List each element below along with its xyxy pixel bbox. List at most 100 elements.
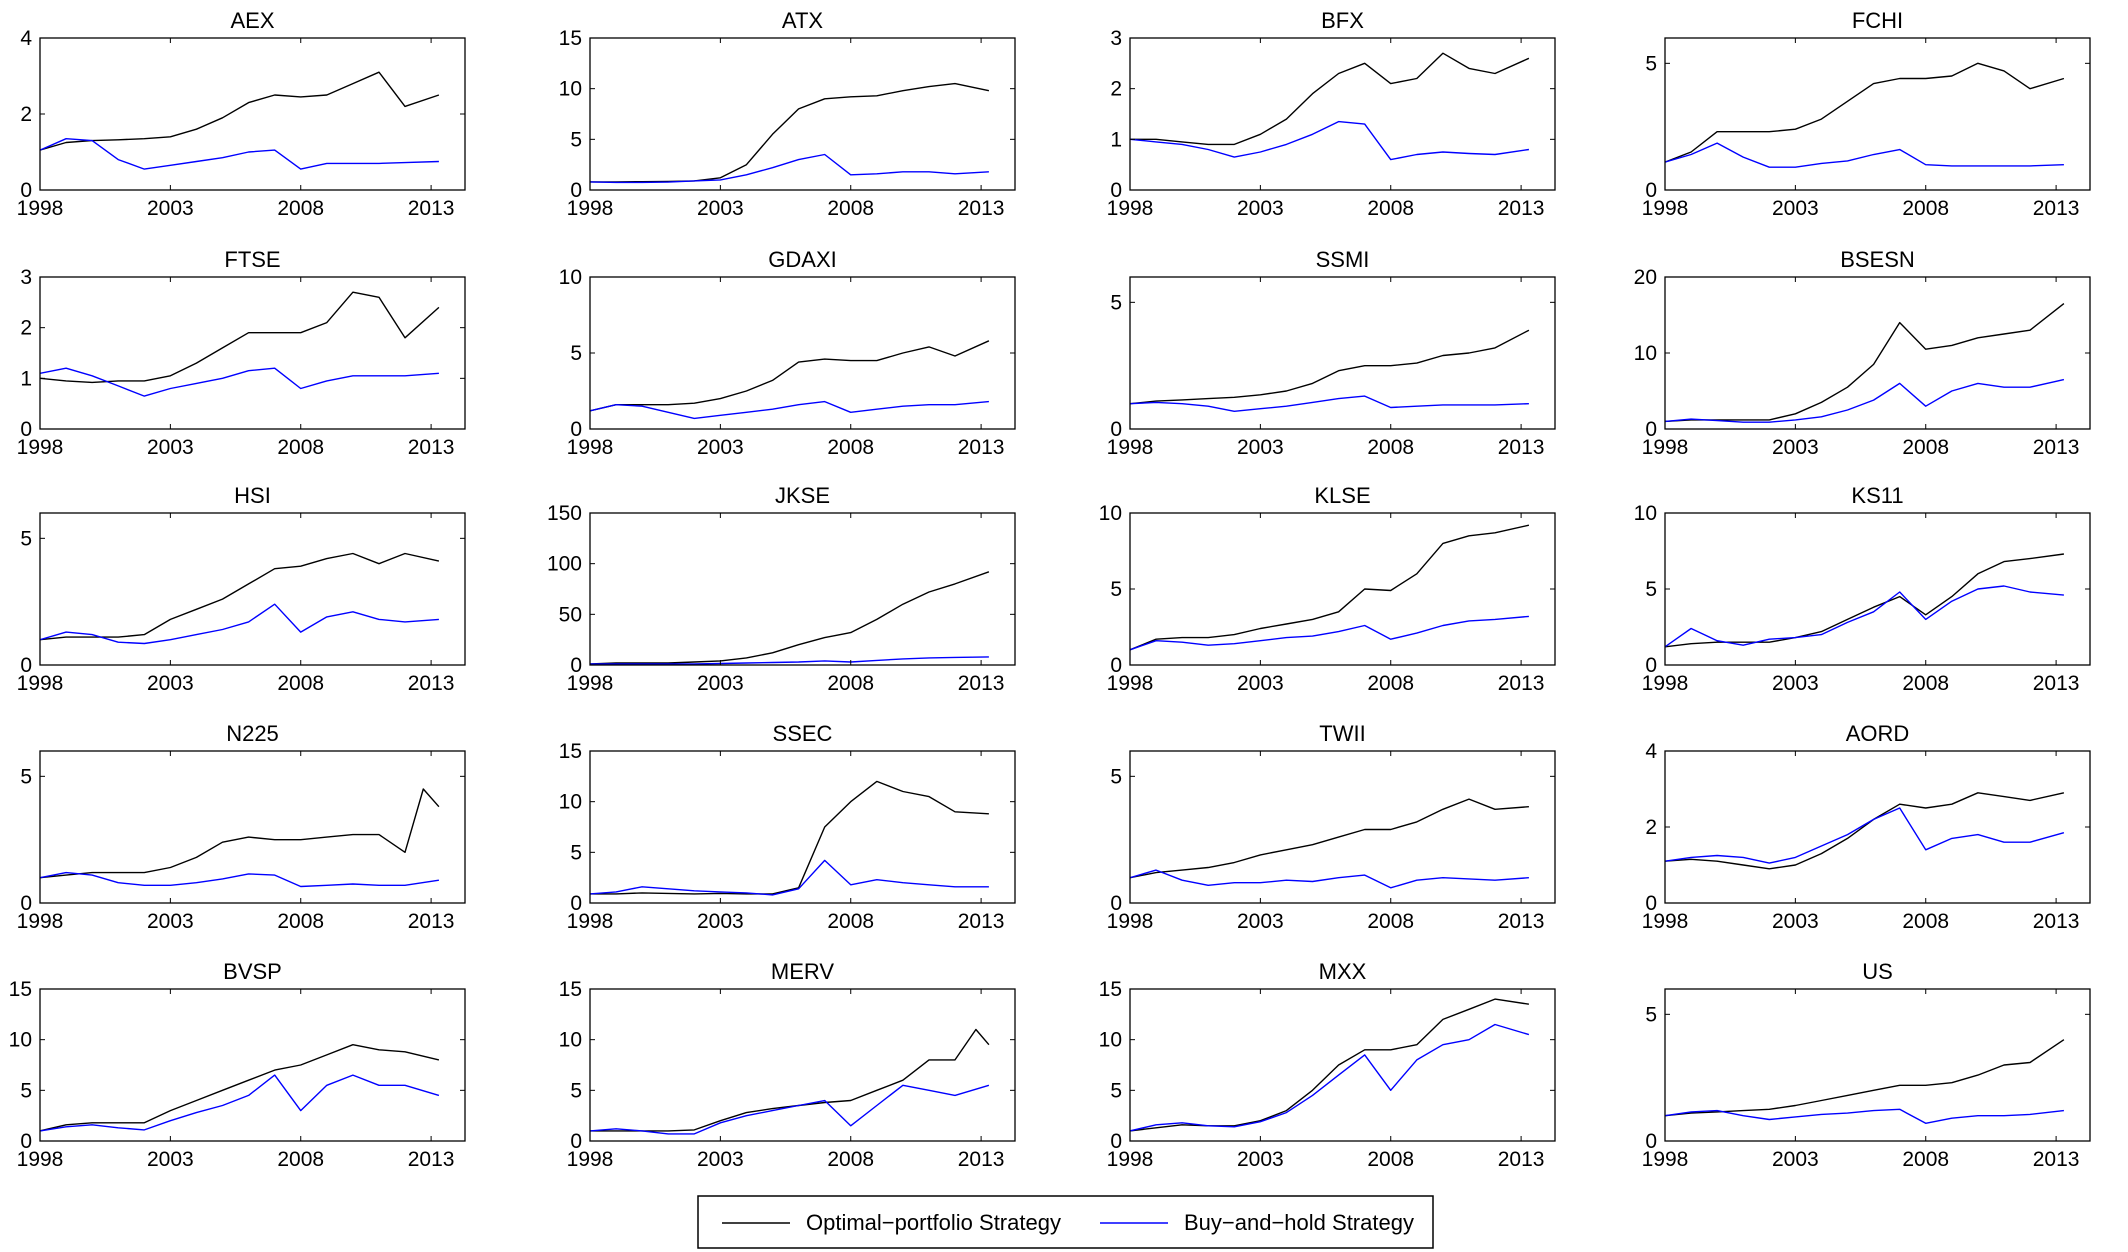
x-tick-label-twii: 1998 (1107, 910, 1154, 933)
y-tick-label-klse: 0 (1110, 654, 1122, 677)
x-tick-label-ks11: 2008 (1902, 672, 1949, 695)
y-tick-label-ks11: 0 (1645, 654, 1657, 677)
x-tick-label-aex: 2003 (147, 197, 194, 220)
y-tick-label-gdaxi: 0 (570, 418, 582, 441)
panel-bfx: BFX 1998 2003 2008 2013 0 1 2 3 (1107, 8, 1556, 220)
y-tick-label-bsesn: 10 (1634, 342, 1657, 365)
x-tick-label-gdaxi: 2008 (827, 436, 874, 459)
series-line-bsesn-optimal (1665, 303, 2065, 423)
x-tick-label-bvsp: 2008 (277, 1148, 324, 1171)
x-tick-label-twii: 2003 (1237, 910, 1284, 933)
series-line-bvsp-buyhold (40, 1074, 440, 1132)
y-tick-label-mxx: 5 (1110, 1079, 1122, 1102)
axes-frame-bvsp (39, 988, 466, 1142)
x-tick-label-bfx: 2003 (1237, 197, 1284, 220)
x-tick-label-bvsp: 2013 (408, 1148, 455, 1171)
series-line-ftse-buyhold (40, 367, 439, 397)
x-tick-label-fchi: 2003 (1772, 197, 1819, 220)
y-tick-label-ftse: 2 (20, 317, 32, 340)
y-tick-label-bvsp: 0 (20, 1130, 32, 1153)
x-tick-label-merv: 2003 (697, 1148, 744, 1171)
y-tick-label-ssec: 15 (559, 740, 582, 763)
x-tick-label-fchi: 2013 (2033, 197, 2080, 220)
series-line-gdaxi-optimal (590, 340, 990, 412)
panel-title-merv: MERV (771, 959, 834, 984)
series-line-mxx-optimal (1130, 998, 1530, 1132)
axes-frame-aord (1664, 750, 2091, 904)
y-tick-label-merv: 5 (570, 1079, 582, 1102)
series-line-n225-optimal (40, 788, 440, 879)
x-tick-label-n225: 2008 (277, 910, 324, 933)
panel-merv: MERV 1998 2003 2008 2013 0 5 10 15 (559, 959, 1016, 1171)
legend-box (697, 1195, 1434, 1249)
series-line-ftse-optimal (40, 291, 440, 384)
y-tick-label-hsi: 0 (20, 654, 32, 677)
x-tick-label-hsi: 2013 (408, 672, 455, 695)
x-tick-label-ssec: 2003 (697, 910, 744, 933)
series-line-bsesn-buyhold (1665, 378, 2065, 423)
x-tick-label-mxx: 1998 (1107, 1148, 1154, 1171)
axes-frame-n225 (39, 750, 466, 904)
panel-title-bsesn: BSESN (1840, 247, 1915, 272)
y-tick-label-mxx: 10 (1099, 1029, 1122, 1052)
y-tick-label-ssec: 10 (559, 791, 582, 814)
series-line-atx-optimal (590, 82, 990, 183)
series-line-gdaxi-buyhold (590, 400, 989, 420)
y-tick-label-mxx: 0 (1110, 1130, 1122, 1153)
axes-frame-bfx (1129, 37, 1556, 191)
series-line-bvsp-optimal (40, 1043, 440, 1132)
panel-us: US 1998 2003 2008 2013 0 5 (1642, 959, 2091, 1171)
series-line-merv-buyhold (590, 1084, 990, 1135)
y-tick-label-n225: 0 (20, 892, 32, 915)
x-tick-label-aex: 2013 (408, 197, 455, 220)
series-line-twii-buyhold (1130, 869, 1529, 889)
legend-label-buyhold: Buy−and−hold Strategy (1184, 1210, 1414, 1235)
y-tick-label-ftse: 3 (20, 266, 32, 289)
panel-title-atx: ATX (782, 8, 823, 33)
panel-title-hsi: HSI (234, 483, 271, 508)
y-tick-label-twii: 5 (1110, 765, 1122, 788)
x-tick-label-us: 2008 (1902, 1148, 1949, 1171)
x-tick-label-hsi: 1998 (17, 672, 64, 695)
x-tick-label-ssmi: 2003 (1237, 436, 1284, 459)
x-tick-label-us: 2013 (2033, 1148, 2080, 1171)
series-line-ssmi-buyhold (1130, 395, 1529, 412)
x-tick-label-ssec: 1998 (567, 910, 614, 933)
panel-ssmi: SSMI 1998 2003 2008 2013 0 5 (1107, 247, 1556, 459)
y-tick-label-merv: 10 (559, 1029, 582, 1052)
series-line-atx-buyhold (590, 153, 989, 184)
panel-aord: AORD 1998 2003 2008 2013 0 2 4 (1642, 721, 2091, 933)
y-tick-label-klse: 10 (1099, 502, 1122, 525)
panel-gdaxi: GDAXI 1998 2003 2008 2013 0 5 10 (559, 247, 1016, 459)
series-line-ssmi-optimal (1130, 329, 1530, 405)
axes-frame-gdaxi (589, 276, 1016, 430)
y-tick-label-ftse: 1 (20, 367, 32, 390)
panel-title-jkse: JKSE (775, 483, 830, 508)
x-tick-label-merv: 2008 (827, 1148, 874, 1171)
x-tick-label-aex: 2008 (277, 197, 324, 220)
y-tick-label-atx: 15 (559, 27, 582, 50)
axes-frame-mxx (1129, 988, 1556, 1142)
x-tick-label-bvsp: 1998 (17, 1148, 64, 1171)
x-tick-label-atx: 2003 (697, 197, 744, 220)
panel-fchi: FCHI 1998 2003 2008 2013 0 5 (1642, 8, 2091, 220)
y-tick-label-bvsp: 5 (20, 1079, 32, 1102)
panel-title-aex: AEX (230, 8, 274, 33)
series-line-merv-optimal (590, 1028, 990, 1132)
axes-frame-fchi (1664, 37, 2091, 191)
y-tick-label-us: 5 (1645, 1003, 1657, 1026)
panel-title-gdaxi: GDAXI (768, 247, 836, 272)
x-tick-label-aord: 1998 (1642, 910, 1689, 933)
panel-title-ssmi: SSMI (1316, 247, 1370, 272)
y-tick-label-ks11: 10 (1634, 502, 1657, 525)
panel-n225: N225 1998 2003 2008 2013 0 5 (17, 721, 466, 933)
x-tick-label-n225: 1998 (17, 910, 64, 933)
series-line-klse-optimal (1130, 524, 1530, 651)
axes-frame-atx (589, 37, 1016, 191)
y-tick-label-ssec: 0 (570, 892, 582, 915)
y-tick-label-mxx: 15 (1099, 978, 1122, 1001)
y-tick-label-jkse: 100 (547, 553, 582, 576)
series-line-klse-buyhold (1130, 615, 1529, 651)
